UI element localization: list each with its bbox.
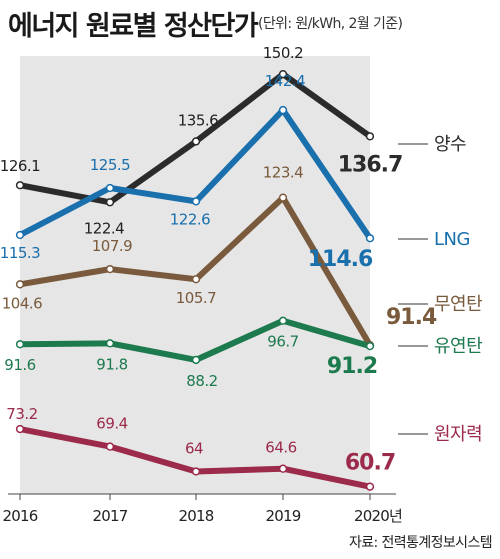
- data-point: [365, 341, 375, 351]
- data-point: [191, 355, 201, 365]
- data-point: [15, 280, 25, 289]
- data-point: [15, 424, 25, 434]
- data-point: [278, 316, 288, 325]
- data-point: [191, 467, 201, 476]
- data-point: [365, 482, 375, 491]
- data-label: 88.2: [186, 372, 217, 390]
- data-point: [15, 340, 25, 349]
- data-label: 104.6: [2, 294, 42, 312]
- data-point: [365, 132, 375, 141]
- legend-label: 무연탄: [434, 294, 482, 315]
- data-label: 115.3: [0, 244, 40, 262]
- data-label: 122.4: [84, 219, 124, 237]
- x-tick-label: 2020년: [354, 507, 402, 525]
- data-point: [105, 264, 115, 274]
- data-point: [105, 198, 115, 207]
- data-label: 64.6: [265, 439, 296, 457]
- data-label: 122.6: [170, 210, 210, 228]
- legend-label: 유연탄: [434, 336, 482, 357]
- data-label: 107.9: [92, 237, 132, 255]
- data-label: 64: [185, 439, 203, 457]
- data-point: [278, 464, 288, 473]
- data-point: [278, 69, 288, 79]
- data-label: 123.4: [263, 164, 303, 182]
- data-point: [278, 105, 288, 115]
- data-point: [365, 234, 375, 243]
- data-label: 91.8: [96, 355, 127, 373]
- data-point: [15, 230, 25, 240]
- legend-label: 양수: [434, 134, 466, 155]
- data-point: [191, 197, 201, 206]
- legend-label: 원자력: [434, 424, 482, 445]
- data-point: [15, 181, 25, 190]
- data-label: 125.5: [90, 156, 130, 174]
- data-label: 73.2: [6, 405, 37, 423]
- data-label: 91.4: [386, 305, 437, 330]
- x-tick-label: 2016: [3, 507, 38, 525]
- chart-title: 에너지 원료별 정산단가: [8, 11, 259, 42]
- data-point: [105, 339, 115, 348]
- x-tick-label: 2017: [93, 507, 128, 525]
- data-point: [278, 193, 288, 202]
- data-label: 91.2: [327, 354, 377, 379]
- data-label: 126.1: [0, 157, 40, 175]
- x-tick-label: 2018: [179, 507, 214, 525]
- data-point: [105, 442, 115, 451]
- data-label: 136.7: [338, 152, 403, 177]
- data-label: 60.7: [345, 451, 395, 476]
- data-label: 69.4: [96, 415, 127, 433]
- chart-subtitle: (단위: 원/kWh, 2월 기준): [258, 16, 403, 32]
- data-point: [191, 275, 201, 284]
- data-point: [191, 137, 201, 146]
- data-label: 135.6: [178, 111, 218, 129]
- source-note: 자료: 전력통계정보시스템: [348, 535, 493, 551]
- data-point: [105, 183, 115, 193]
- x-tick-label: 2019: [266, 507, 301, 525]
- data-label: 114.6: [308, 247, 373, 272]
- data-label: 96.7: [267, 333, 298, 351]
- data-label: 91.6: [4, 356, 35, 374]
- legend-label: LNG: [434, 229, 470, 250]
- data-label: 150.2: [263, 44, 303, 62]
- data-label: 105.7: [176, 289, 216, 307]
- data-label: 142.4: [265, 72, 305, 90]
